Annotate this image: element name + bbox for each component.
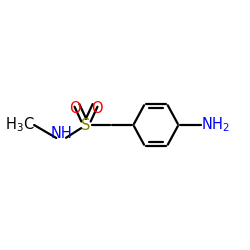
Text: NH$_2$: NH$_2$: [201, 116, 230, 134]
Text: O: O: [69, 100, 80, 116]
Text: NH: NH: [50, 126, 72, 141]
Text: O: O: [92, 100, 103, 116]
Text: H$_3$C: H$_3$C: [4, 116, 34, 134]
Text: S: S: [81, 118, 91, 132]
